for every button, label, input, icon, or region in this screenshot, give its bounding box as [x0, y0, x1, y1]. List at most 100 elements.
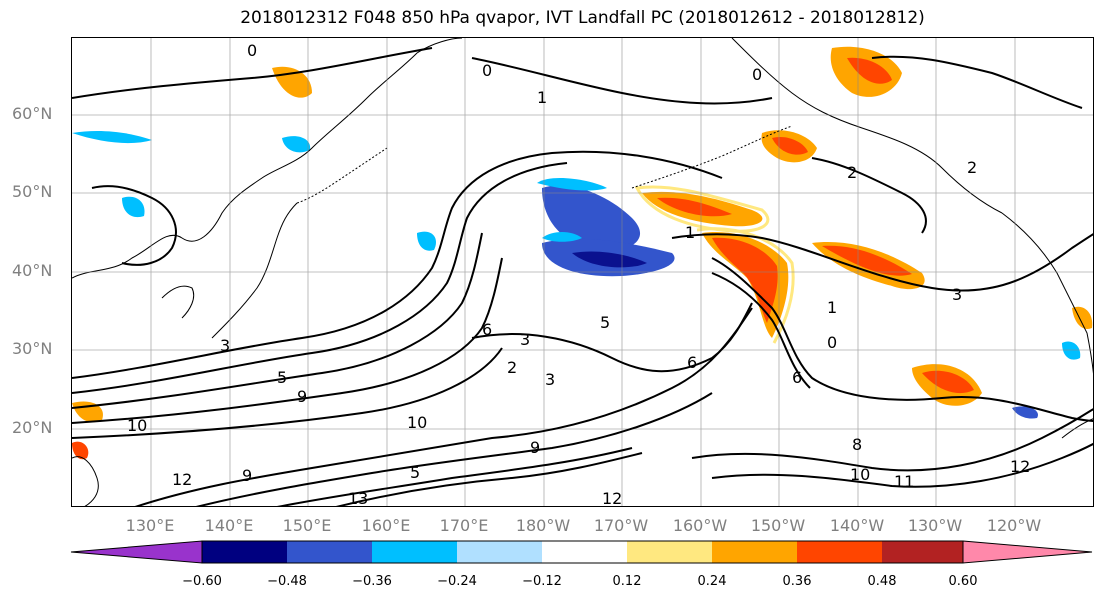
coast-japan — [211, 202, 298, 339]
shade-cyan-6 — [1062, 341, 1081, 360]
shading-layer — [72, 46, 1093, 460]
colorbar-segment — [457, 541, 542, 563]
colorbar-tick: 0.60 — [948, 574, 978, 589]
lat-label-30n: 30°N — [12, 339, 53, 358]
contour-label: 3 — [220, 336, 230, 355]
coastline-layer — [72, 38, 1093, 506]
contour-label: 12 — [172, 470, 192, 489]
lon-label-150e: 150°E — [282, 516, 332, 535]
lon-label-120w: 120°W — [986, 516, 1042, 535]
contour-label: 2 — [967, 158, 977, 177]
shade-cyan-1 — [537, 178, 607, 191]
contour-label: 0 — [247, 41, 257, 60]
contour-label: 9 — [530, 438, 540, 457]
contour-label: 12 — [602, 489, 622, 507]
shade-yellow-1 — [634, 185, 770, 233]
contour-labels: 0 0 0 0 1 1 1 2 2 2 3 3 3 3 5 5 5 6 6 6 … — [127, 41, 1030, 507]
lat-label-40n: 40°N — [12, 261, 53, 280]
lon-label-160w: 160°W — [672, 516, 728, 535]
contour-label: 2 — [847, 163, 857, 182]
coast-asia — [72, 38, 463, 279]
shade-blue-navy — [572, 251, 647, 268]
contour-label: 1 — [537, 88, 547, 107]
contour-label: 5 — [277, 368, 287, 387]
lon-label-160e: 160°E — [361, 516, 411, 535]
contour-label: 1 — [685, 223, 695, 242]
contour-label: 5 — [410, 463, 420, 482]
lon-label-130e: 130°E — [125, 516, 175, 535]
colorbar-segment — [202, 541, 287, 563]
contour-label: 8 — [852, 435, 862, 454]
shade-red-1 — [657, 197, 732, 217]
colorbar — [70, 540, 1093, 564]
colorbar-tick: −0.48 — [267, 574, 307, 589]
coast-aleutians — [631, 125, 793, 189]
shade-red-3 — [822, 245, 912, 276]
colorbar-segment — [882, 541, 963, 563]
colorbar-segment — [542, 541, 627, 563]
lat-label-50n: 50°N — [12, 182, 53, 201]
contour-label: 6 — [482, 320, 492, 339]
lon-label-180w: 180°W — [515, 516, 571, 535]
lon-label-170e: 170°E — [439, 516, 489, 535]
shade-cyan-4 — [72, 130, 152, 144]
colorbar-tick: −0.36 — [352, 574, 392, 589]
lon-label-140w: 140°W — [829, 516, 885, 535]
coast-korea — [161, 285, 195, 319]
shade-cyan-2 — [542, 232, 582, 242]
shade-red-2 — [712, 237, 778, 323]
contour-label: 2 — [507, 358, 517, 377]
contour-label: 13 — [348, 489, 368, 507]
map-canvas: 0 0 0 0 1 1 1 2 2 2 3 3 3 3 5 5 5 6 6 6 … — [72, 38, 1093, 507]
contour-label: 3 — [520, 330, 530, 349]
colorbar-tick: −0.60 — [182, 574, 222, 589]
shade-yellow-2 — [696, 227, 795, 344]
contour-label: 3 — [952, 285, 962, 304]
coast-alaska — [731, 38, 1003, 214]
contour-label: 11 — [894, 472, 914, 491]
colorbar-tick: 0.36 — [782, 574, 812, 589]
shade-red-7 — [72, 441, 89, 460]
shade-cyan-8 — [417, 231, 437, 251]
contour-label: 10 — [850, 465, 870, 484]
contour-label: 10 — [127, 416, 147, 435]
lat-label-20n: 20°N — [12, 418, 53, 437]
contour-label: 9 — [242, 466, 252, 485]
colorbar-tick: 0.12 — [612, 574, 642, 589]
contour-label: 6 — [687, 353, 697, 372]
lon-label-140e: 140°E — [204, 516, 254, 535]
lon-label-170w: 170°W — [593, 516, 649, 535]
map-panel: 0 0 0 0 1 1 1 2 2 2 3 3 3 3 5 5 5 6 6 6 … — [71, 37, 1094, 507]
contour-label: 10 — [407, 413, 427, 432]
coast-mexico — [1061, 418, 1093, 439]
grid-lines — [72, 38, 1093, 506]
colorbar-tick: 0.24 — [697, 574, 727, 589]
shade-red-4 — [772, 136, 808, 155]
contour-label: 6 — [792, 368, 802, 387]
colorbar-segment — [372, 541, 457, 563]
shade-cyan-7 — [1012, 406, 1038, 419]
lat-label-60n: 60°N — [12, 104, 53, 123]
contour-label: 3 — [545, 370, 555, 389]
colorbar-tick: −0.24 — [437, 574, 477, 589]
contour-label: 12 — [1010, 457, 1030, 476]
coast-philippines — [72, 456, 99, 506]
contour-label: 1 — [827, 298, 837, 317]
contour-label: 5 — [600, 313, 610, 332]
colorbar-tick: 0.48 — [867, 574, 897, 589]
shade-cyan-5 — [122, 196, 145, 218]
map-title: 2018012312 F048 850 hPa qvapor, IVT Land… — [240, 8, 925, 28]
colorbar-segment — [712, 541, 797, 563]
lon-label-150w: 150°W — [750, 516, 806, 535]
contour-label: 0 — [752, 65, 762, 84]
colorbar-tick: −0.12 — [522, 574, 562, 589]
coast-kurils — [296, 147, 388, 204]
colorbar-segment-over — [962, 540, 1093, 564]
shade-red-6 — [922, 370, 974, 394]
colorbar-segment-under — [70, 540, 203, 564]
colorbar-segment — [287, 541, 372, 563]
colorbar-segment — [627, 541, 712, 563]
lon-label-130w: 130°W — [907, 516, 963, 535]
shade-cyan-3 — [282, 136, 311, 153]
contour-label: 0 — [482, 61, 492, 80]
